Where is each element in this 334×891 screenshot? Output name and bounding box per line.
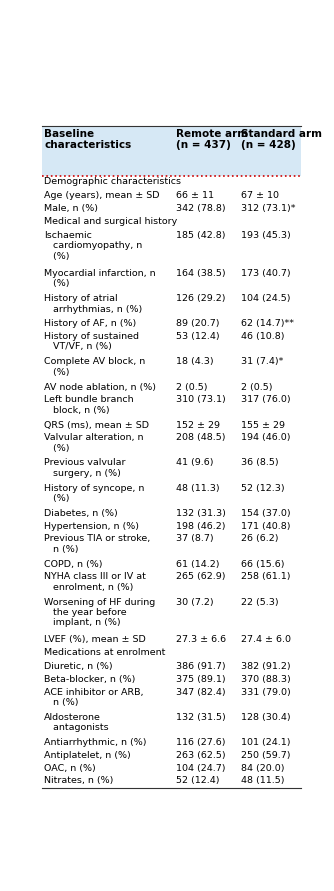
Text: Valvular alteration, n
   (%): Valvular alteration, n (%) bbox=[44, 433, 144, 453]
Text: 48 (11.5): 48 (11.5) bbox=[241, 776, 285, 785]
Text: Antiplatelet, n (%): Antiplatelet, n (%) bbox=[44, 751, 131, 760]
Text: 48 (11.3): 48 (11.3) bbox=[176, 484, 220, 493]
Text: QRS (ms), mean ± SD: QRS (ms), mean ± SD bbox=[44, 421, 149, 429]
Text: 331 (79.0): 331 (79.0) bbox=[241, 688, 291, 697]
Text: Worsening of HF during
   the year before
   implant, n (%): Worsening of HF during the year before i… bbox=[44, 598, 156, 627]
Text: 155 ± 29: 155 ± 29 bbox=[241, 421, 285, 429]
Text: Standard arm
(n = 428): Standard arm (n = 428) bbox=[241, 129, 322, 151]
Text: 317 (76.0): 317 (76.0) bbox=[241, 396, 291, 405]
Text: AV node ablation, n (%): AV node ablation, n (%) bbox=[44, 382, 156, 392]
Text: 265 (62.9): 265 (62.9) bbox=[176, 572, 226, 581]
Text: 36 (8.5): 36 (8.5) bbox=[241, 459, 279, 468]
Text: 27.4 ± 6.0: 27.4 ± 6.0 bbox=[241, 635, 291, 644]
Text: Diabetes, n (%): Diabetes, n (%) bbox=[44, 509, 118, 518]
Text: Nitrates, n (%): Nitrates, n (%) bbox=[44, 776, 114, 785]
Text: Aldosterone
   antagonists: Aldosterone antagonists bbox=[44, 713, 109, 732]
Text: 18 (4.3): 18 (4.3) bbox=[176, 357, 214, 366]
Text: 84 (20.0): 84 (20.0) bbox=[241, 764, 285, 772]
Text: 193 (45.3): 193 (45.3) bbox=[241, 231, 291, 240]
Text: Age (years), mean ± SD: Age (years), mean ± SD bbox=[44, 192, 160, 200]
Text: 132 (31.3): 132 (31.3) bbox=[176, 509, 226, 518]
Text: Male, n (%): Male, n (%) bbox=[44, 204, 98, 213]
Text: Remote arm
(n = 437): Remote arm (n = 437) bbox=[176, 129, 248, 151]
Text: 375 (89.1): 375 (89.1) bbox=[176, 675, 226, 684]
Text: 382 (91.2): 382 (91.2) bbox=[241, 663, 291, 672]
Text: ACE inhibitor or ARB,
   n (%): ACE inhibitor or ARB, n (%) bbox=[44, 688, 144, 707]
Text: LVEF (%), mean ± SD: LVEF (%), mean ± SD bbox=[44, 635, 146, 644]
Text: Ischaemic
   cardiomyopathy, n
   (%): Ischaemic cardiomyopathy, n (%) bbox=[44, 231, 143, 261]
Text: 310 (73.1): 310 (73.1) bbox=[176, 396, 226, 405]
Text: 22 (5.3): 22 (5.3) bbox=[241, 598, 279, 607]
Bar bbox=[42, 127, 301, 176]
Text: 198 (46.2): 198 (46.2) bbox=[176, 522, 226, 531]
Text: Beta-blocker, n (%): Beta-blocker, n (%) bbox=[44, 675, 136, 684]
Text: COPD, n (%): COPD, n (%) bbox=[44, 560, 103, 568]
Text: Diuretic, n (%): Diuretic, n (%) bbox=[44, 663, 113, 672]
Text: 312 (73.1)*: 312 (73.1)* bbox=[241, 204, 296, 213]
Text: 52 (12.4): 52 (12.4) bbox=[176, 776, 220, 785]
Text: 26 (6.2): 26 (6.2) bbox=[241, 535, 279, 544]
Text: 386 (91.7): 386 (91.7) bbox=[176, 663, 226, 672]
Text: Complete AV block, n
   (%): Complete AV block, n (%) bbox=[44, 357, 146, 377]
Text: History of atrial
   arrhythmias, n (%): History of atrial arrhythmias, n (%) bbox=[44, 294, 143, 314]
Text: 104 (24.7): 104 (24.7) bbox=[176, 764, 226, 772]
Text: 258 (61.1): 258 (61.1) bbox=[241, 572, 291, 581]
Text: 132 (31.5): 132 (31.5) bbox=[176, 713, 226, 722]
Text: 347 (82.4): 347 (82.4) bbox=[176, 688, 226, 697]
Text: 2 (0.5): 2 (0.5) bbox=[176, 382, 208, 392]
Text: 126 (29.2): 126 (29.2) bbox=[176, 294, 226, 303]
Text: 2 (0.5): 2 (0.5) bbox=[241, 382, 273, 392]
Text: 152 ± 29: 152 ± 29 bbox=[176, 421, 220, 429]
Text: Demographic characteristics: Demographic characteristics bbox=[44, 177, 181, 186]
Text: Medications at enrolment: Medications at enrolment bbox=[44, 648, 166, 657]
Text: History of sustained
   VT/VF, n (%): History of sustained VT/VF, n (%) bbox=[44, 332, 139, 351]
Text: 194 (46.0): 194 (46.0) bbox=[241, 433, 291, 442]
Text: 171 (40.8): 171 (40.8) bbox=[241, 522, 291, 531]
Text: History of syncope, n
   (%): History of syncope, n (%) bbox=[44, 484, 145, 503]
Text: 104 (24.5): 104 (24.5) bbox=[241, 294, 291, 303]
Text: 67 ± 10: 67 ± 10 bbox=[241, 192, 279, 200]
Text: 164 (38.5): 164 (38.5) bbox=[176, 269, 226, 278]
Text: 66 ± 11: 66 ± 11 bbox=[176, 192, 214, 200]
Text: 66 (15.6): 66 (15.6) bbox=[241, 560, 285, 568]
Text: Baseline
characteristics: Baseline characteristics bbox=[44, 129, 132, 151]
Text: 208 (48.5): 208 (48.5) bbox=[176, 433, 226, 442]
Text: Antiarrhythmic, n (%): Antiarrhythmic, n (%) bbox=[44, 739, 147, 748]
Text: 61 (14.2): 61 (14.2) bbox=[176, 560, 220, 568]
Text: 46 (10.8): 46 (10.8) bbox=[241, 332, 285, 341]
Text: 154 (37.0): 154 (37.0) bbox=[241, 509, 291, 518]
Text: 101 (24.1): 101 (24.1) bbox=[241, 739, 291, 748]
Text: History of AF, n (%): History of AF, n (%) bbox=[44, 320, 137, 329]
Text: 250 (59.7): 250 (59.7) bbox=[241, 751, 291, 760]
Text: Previous TIA or stroke,
   n (%): Previous TIA or stroke, n (%) bbox=[44, 535, 151, 553]
Text: 173 (40.7): 173 (40.7) bbox=[241, 269, 291, 278]
Text: Left bundle branch
   block, n (%): Left bundle branch block, n (%) bbox=[44, 396, 134, 414]
Text: 52 (12.3): 52 (12.3) bbox=[241, 484, 285, 493]
Text: Medical and surgical history: Medical and surgical history bbox=[44, 217, 178, 225]
Text: 31 (7.4)*: 31 (7.4)* bbox=[241, 357, 284, 366]
Text: 370 (88.3): 370 (88.3) bbox=[241, 675, 291, 684]
Text: 89 (20.7): 89 (20.7) bbox=[176, 320, 220, 329]
Text: 128 (30.4): 128 (30.4) bbox=[241, 713, 291, 722]
Text: 53 (12.4): 53 (12.4) bbox=[176, 332, 220, 341]
Text: 37 (8.7): 37 (8.7) bbox=[176, 535, 214, 544]
Text: 30 (7.2): 30 (7.2) bbox=[176, 598, 214, 607]
Text: 185 (42.8): 185 (42.8) bbox=[176, 231, 226, 240]
Text: Myocardial infarction, n
   (%): Myocardial infarction, n (%) bbox=[44, 269, 156, 289]
Text: Hypertension, n (%): Hypertension, n (%) bbox=[44, 522, 139, 531]
Text: 342 (78.8): 342 (78.8) bbox=[176, 204, 226, 213]
Text: 27.3 ± 6.6: 27.3 ± 6.6 bbox=[176, 635, 226, 644]
Text: 62 (14.7)**: 62 (14.7)** bbox=[241, 320, 294, 329]
Text: 263 (62.5): 263 (62.5) bbox=[176, 751, 226, 760]
Text: 116 (27.6): 116 (27.6) bbox=[176, 739, 226, 748]
Text: Previous valvular
   surgery, n (%): Previous valvular surgery, n (%) bbox=[44, 459, 126, 478]
Text: 41 (9.6): 41 (9.6) bbox=[176, 459, 214, 468]
Text: OAC, n (%): OAC, n (%) bbox=[44, 764, 96, 772]
Text: NYHA class III or IV at
   enrolment, n (%): NYHA class III or IV at enrolment, n (%) bbox=[44, 572, 146, 592]
